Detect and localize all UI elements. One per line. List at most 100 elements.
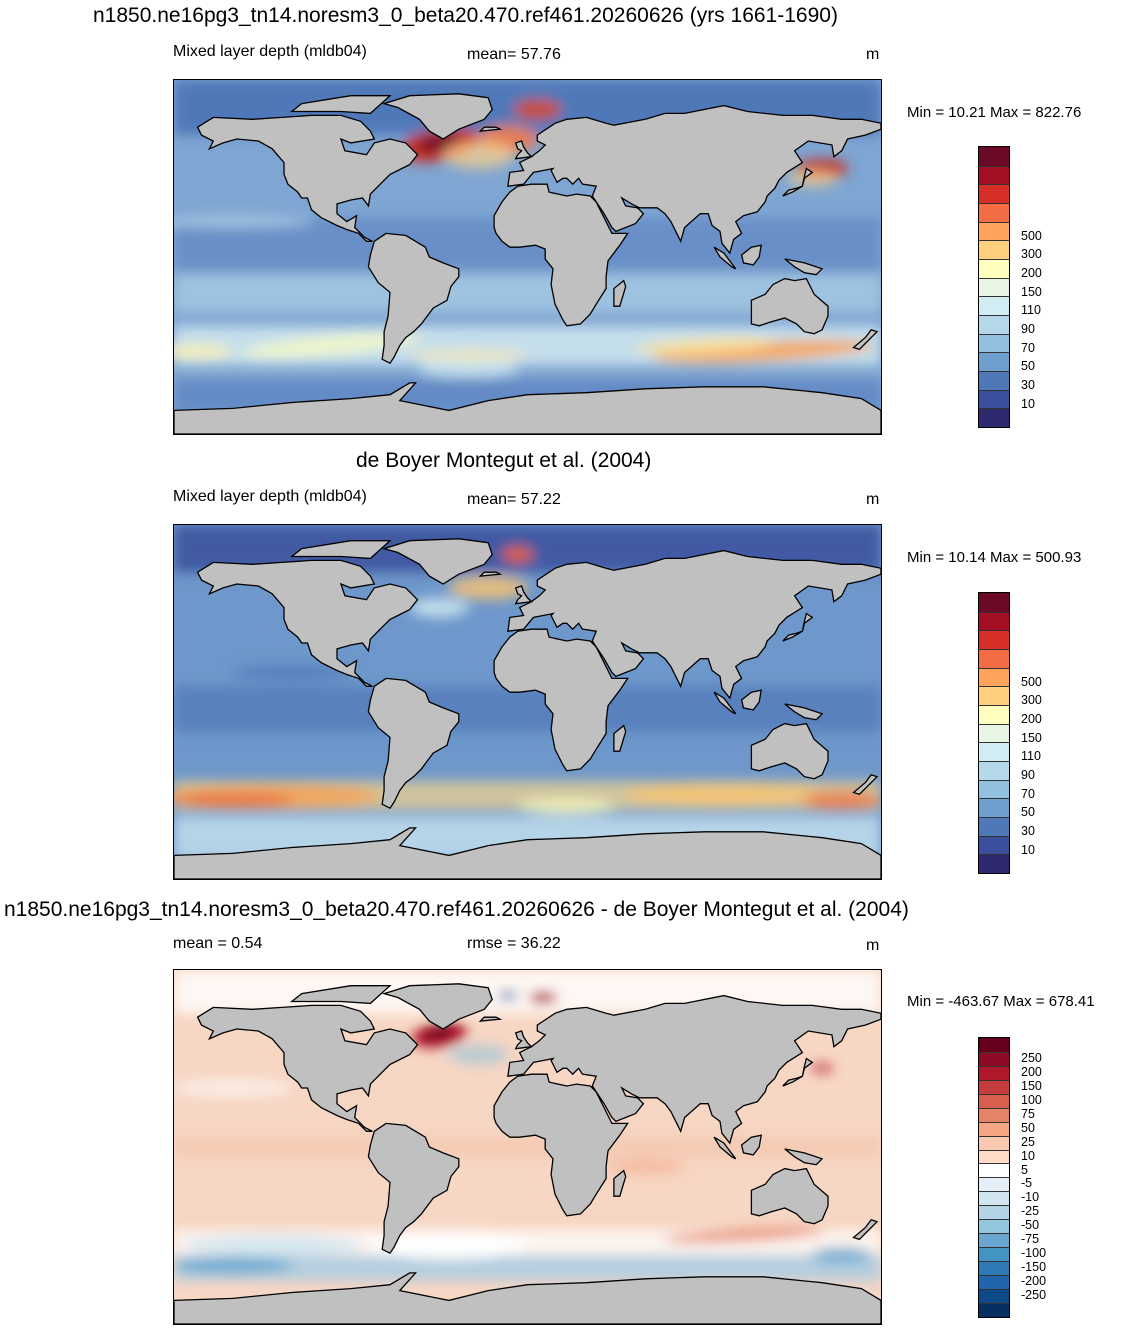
land-mass: [784, 703, 824, 721]
ocean-field-patch: [182, 1235, 363, 1256]
colorbar-swatch: [979, 240, 1009, 259]
land-mass: [750, 277, 829, 335]
land-mass: [367, 677, 460, 810]
ocean-field-patch: [516, 798, 617, 815]
land-mass: [613, 279, 627, 307]
colorbar-swatch: [979, 314, 1009, 334]
panel2-minmax: Min = 10.14 Max = 500.93: [907, 549, 1082, 566]
colorbar-tick-label: 50: [1021, 359, 1035, 374]
ocean-field-patch: [605, 1158, 686, 1175]
colorbar-swatch: [979, 1093, 1009, 1108]
land-mass: [381, 538, 493, 585]
panel3-colorbar: [978, 1037, 1010, 1318]
ocean-field-patch: [497, 991, 518, 1000]
colorbar-tick-label: 250: [1021, 1050, 1042, 1065]
colorbar-tick-label: -150: [1021, 1260, 1047, 1275]
colorbar-swatch: [979, 611, 1009, 631]
land-mass: [784, 258, 824, 276]
land-mass: [174, 382, 881, 434]
land-mass: [514, 585, 533, 605]
land-mass: [784, 1148, 824, 1166]
colorbar-tick-label: 50: [1021, 1120, 1035, 1135]
colorbar-swatch: [979, 221, 1009, 241]
colorbar-tick-label: 500: [1021, 674, 1042, 689]
land-mass: [514, 140, 533, 160]
colorbar-tick-label: 300: [1021, 247, 1042, 262]
colorbar-tick-label: -100: [1021, 1246, 1047, 1261]
land-mass: [713, 691, 737, 715]
panel1-title: n1850.ne16pg3_tn14.noresm3_0_beta20.470.…: [93, 4, 838, 27]
colorbar-swatch: [979, 370, 1009, 390]
colorbar-swatch: [979, 1261, 1009, 1275]
land-mass: [174, 827, 881, 879]
land-mass: [713, 246, 737, 270]
colorbar-swatch: [979, 648, 1009, 668]
colorbar-tick-label: 10: [1021, 396, 1035, 411]
panel3-title: n1850.ne16pg3_tn14.noresm3_0_beta20.470.…: [4, 898, 909, 921]
colorbar-swatch: [979, 835, 1009, 855]
colorbar-swatch: [979, 1065, 1009, 1080]
panel1-map: [173, 79, 882, 435]
colorbar-swatch: [979, 352, 1009, 371]
colorbar-swatch: [979, 686, 1009, 705]
colorbar-tick-label: 90: [1021, 767, 1035, 782]
ocean-field-patch: [241, 332, 421, 359]
colorbar-tick-label: -75: [1021, 1232, 1040, 1247]
colorbar-swatch: [979, 1219, 1009, 1234]
colorbar-swatch: [979, 258, 1009, 278]
colorbar-tick-label: 300: [1021, 693, 1042, 708]
land-mass: [613, 1169, 627, 1197]
colorbar-tick-label: 150: [1021, 284, 1042, 299]
land-mass: [740, 244, 762, 266]
colorbar-tick-label: 25: [1021, 1134, 1035, 1149]
colorbar-swatch: [979, 1079, 1009, 1094]
ocean-field-patch: [663, 1228, 824, 1243]
colorbar-swatch: [979, 408, 1009, 427]
colorbar-swatch: [979, 1205, 1009, 1220]
panel3-rmse-label: rmse = 36.22: [467, 935, 561, 952]
colorbar-tick-label: 75: [1021, 1106, 1035, 1121]
colorbar-swatch: [979, 816, 1009, 836]
panel2-map: [173, 524, 882, 880]
colorbar-tick-label: 10: [1021, 842, 1035, 857]
colorbar-tick-label: 50: [1021, 805, 1035, 820]
panel3-units: m: [866, 937, 880, 954]
ocean-field-patch: [423, 1026, 455, 1040]
colorbar-swatch: [979, 1191, 1009, 1206]
colorbar-swatch: [979, 779, 1009, 799]
ocean-field-patch: [634, 336, 775, 355]
panel1-variable-label: Mixed layer depth (mldb04): [173, 43, 367, 60]
ocean-field-patch: [448, 1044, 509, 1065]
colorbar-tick-label: 70: [1021, 340, 1035, 355]
land-mass: [514, 1030, 533, 1050]
ocean-field-patch: [801, 790, 881, 811]
colorbar-swatch: [979, 1302, 1009, 1317]
land-mass: [493, 1073, 629, 1217]
land-mass: [782, 1057, 814, 1087]
land-mass: [196, 559, 419, 687]
panel2-mean-label: mean= 57.22: [467, 491, 561, 508]
land-mass: [740, 689, 762, 711]
ocean-field-patch: [408, 349, 529, 362]
land-mass: [196, 114, 419, 242]
colorbar-swatch: [979, 1288, 1009, 1303]
colorbar-swatch: [979, 165, 1009, 185]
land-mass: [713, 1136, 737, 1160]
colorbar-swatch: [979, 1121, 1009, 1136]
colorbar-tick-label: -25: [1021, 1204, 1040, 1219]
land-mass: [782, 612, 814, 642]
ocean-field-patch: [409, 597, 470, 618]
colorbar-tick-label: -10: [1021, 1190, 1040, 1205]
colorbar-swatch: [979, 1163, 1009, 1178]
colorbar-tick-label: 500: [1021, 228, 1042, 243]
colorbar-swatch: [979, 1177, 1009, 1192]
colorbar-swatch: [979, 1107, 1009, 1122]
land-mass: [493, 628, 629, 772]
colorbar-swatch: [979, 760, 1009, 780]
colorbar-swatch: [979, 1038, 1009, 1052]
colorbar-swatch: [979, 1051, 1009, 1066]
colorbar-swatch: [979, 184, 1009, 203]
colorbar-swatch: [979, 798, 1009, 817]
panel1-mean-label: mean= 57.76: [467, 46, 561, 63]
ocean-field-patch: [368, 1231, 529, 1260]
